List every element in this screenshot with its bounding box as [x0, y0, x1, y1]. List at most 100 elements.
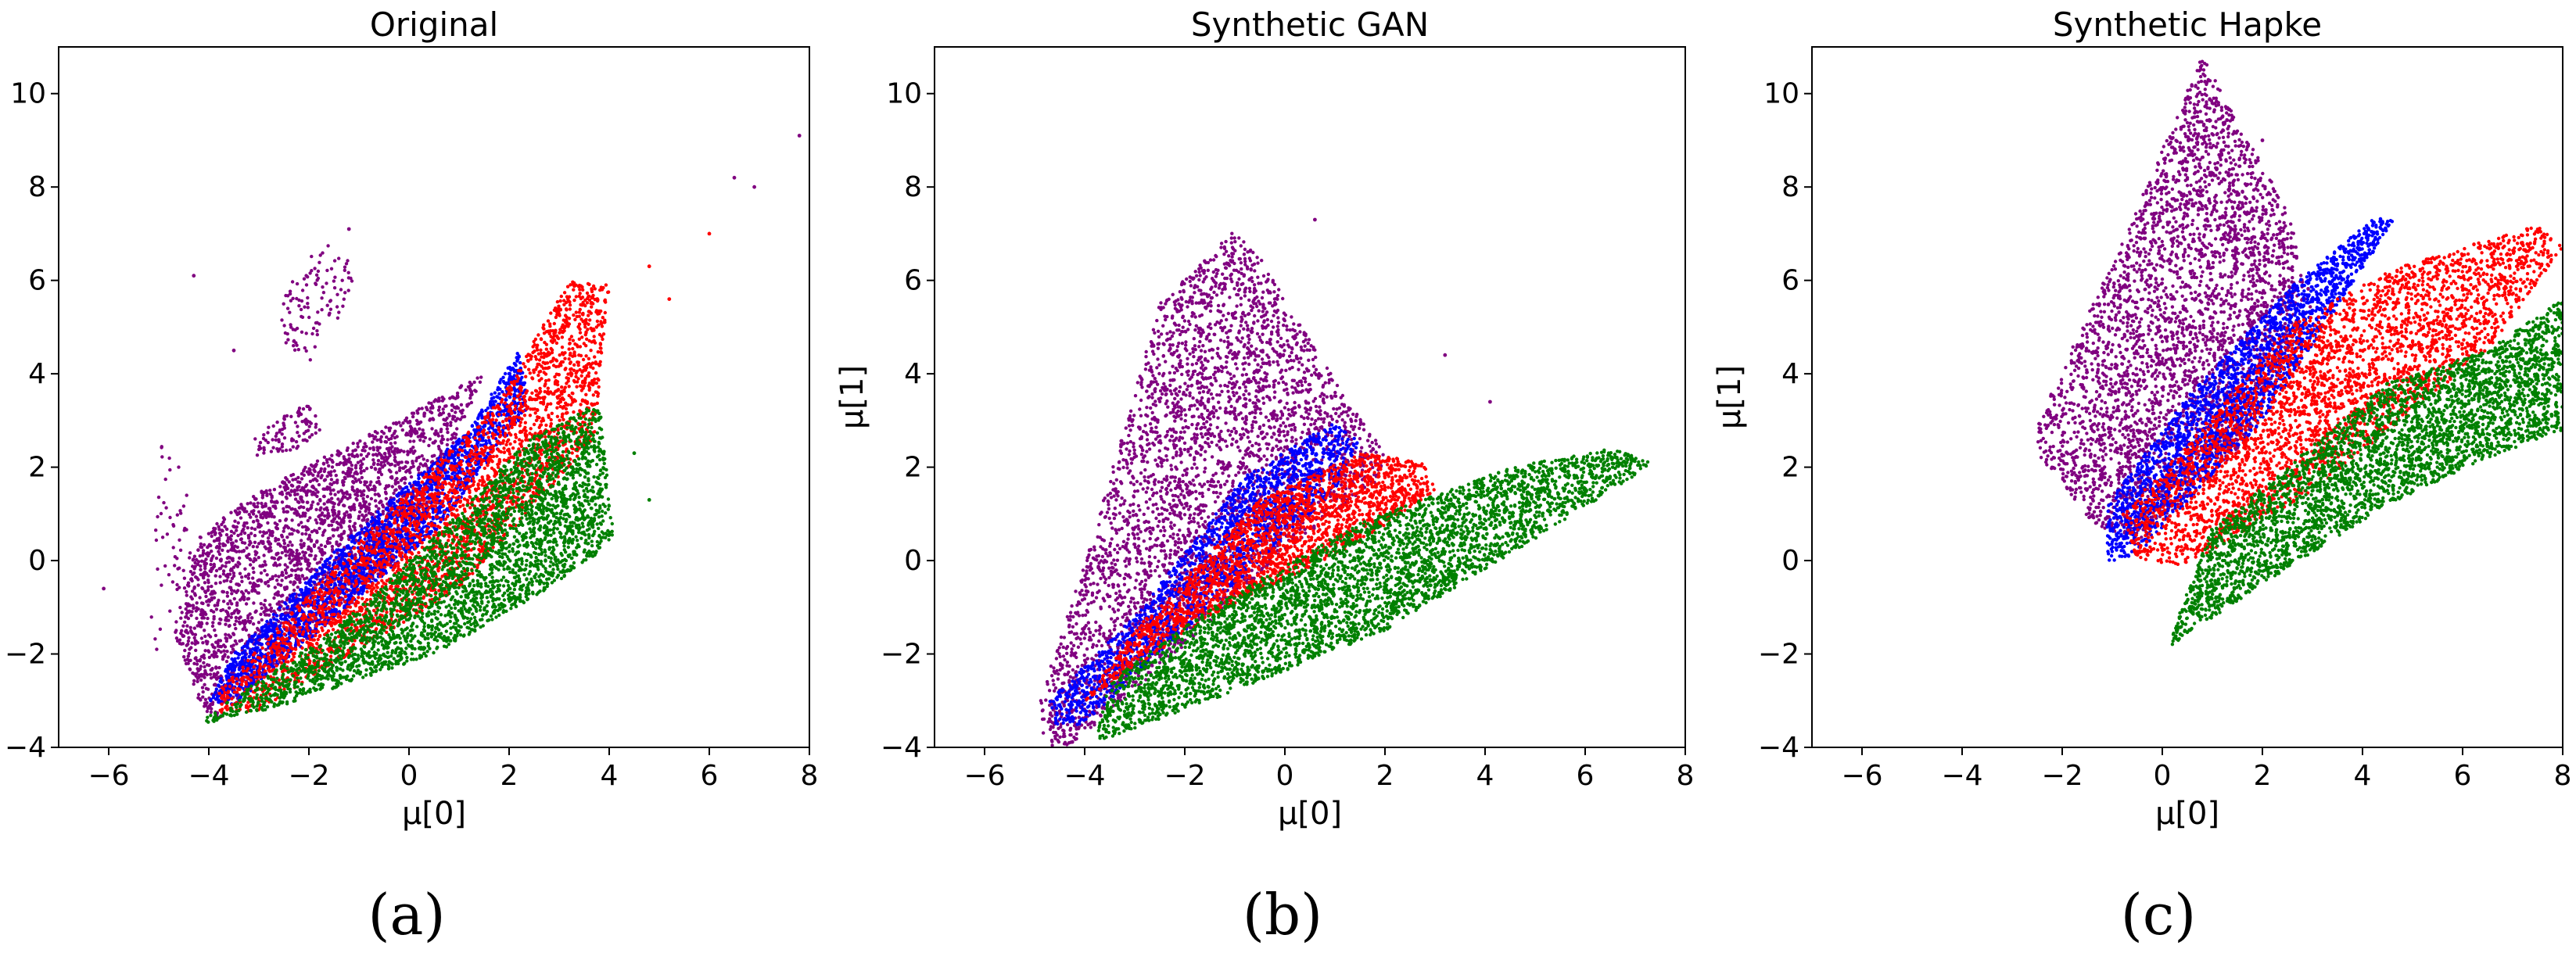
point-purple: [184, 661, 188, 666]
point-purple: [187, 609, 192, 613]
point-blue: [430, 488, 434, 492]
point-purple: [272, 488, 277, 492]
point-purple: [180, 611, 184, 614]
point-purple: [304, 349, 308, 353]
point-purple: [289, 550, 294, 554]
point-purple: [446, 438, 450, 442]
point-purple: [277, 600, 282, 604]
point-purple: [262, 433, 266, 437]
point-purple: [351, 475, 355, 478]
point-blue: [339, 552, 343, 556]
point-purple: [227, 560, 231, 564]
point-purple: [271, 575, 274, 579]
point-purple: [285, 306, 290, 310]
point-purple: [291, 328, 295, 331]
point-purple: [350, 485, 354, 489]
point-purple: [188, 570, 193, 574]
point-purple: [256, 579, 260, 583]
point-purple: [253, 497, 257, 501]
point-purple: [300, 477, 304, 481]
point-purple: [332, 488, 335, 492]
point-purple: [203, 664, 206, 669]
point-blue: [314, 572, 318, 577]
point-purple: [246, 597, 249, 601]
point-purple: [278, 563, 282, 567]
point-blue: [383, 519, 388, 523]
point-purple: [466, 385, 471, 389]
point-purple: [231, 632, 236, 636]
point-purple: [217, 525, 221, 528]
point-blue: [515, 359, 519, 363]
point-purple: [163, 564, 167, 568]
point-purple: [319, 467, 323, 471]
point-purple: [266, 536, 271, 540]
point-purple: [199, 542, 203, 546]
point-blue: [284, 617, 288, 621]
point-purple: [274, 552, 278, 556]
point-purple: [393, 435, 397, 440]
point-purple: [473, 389, 477, 392]
point-purple: [321, 530, 325, 535]
point-purple: [244, 575, 248, 579]
point-purple: [213, 633, 218, 638]
point-purple: [343, 265, 347, 269]
point-purple: [240, 579, 244, 583]
point-purple: [396, 461, 400, 465]
point-purple: [177, 465, 181, 469]
point-purple: [357, 516, 361, 521]
point-purple: [314, 414, 318, 418]
point-purple: [325, 460, 329, 464]
point-purple: [226, 572, 230, 577]
point-purple: [209, 562, 213, 567]
point-purple: [360, 490, 364, 494]
point-purple: [196, 560, 201, 564]
point-purple: [374, 504, 379, 508]
point-purple: [393, 464, 397, 467]
point-purple: [389, 475, 393, 479]
point-purple: [230, 546, 235, 550]
point-purple: [266, 539, 270, 544]
point-purple: [302, 553, 307, 557]
point-purple: [195, 616, 199, 621]
point-purple: [215, 603, 220, 607]
point-purple: [348, 519, 352, 523]
point-purple: [299, 495, 303, 499]
point-purple: [378, 482, 382, 486]
point-purple: [418, 427, 422, 431]
point-purple: [284, 518, 289, 521]
point-purple: [329, 523, 334, 527]
point-purple: [203, 682, 206, 686]
point-purple: [285, 550, 289, 553]
point-purple: [186, 642, 190, 647]
point-purple: [424, 464, 429, 467]
point-blue: [292, 603, 297, 607]
point-purple: [217, 532, 222, 536]
point-purple: [394, 421, 398, 425]
point-purple: [307, 424, 311, 428]
point-purple: [274, 591, 279, 595]
point-purple: [300, 500, 304, 503]
point-purple: [356, 445, 360, 449]
point-purple: [258, 530, 262, 534]
point-purple: [259, 612, 263, 616]
point-blue: [374, 520, 378, 525]
point-purple: [393, 482, 397, 486]
point-purple: [242, 531, 247, 536]
point-purple: [186, 639, 191, 643]
point-purple: [342, 491, 346, 496]
point-purple: [205, 709, 210, 714]
point-blue: [209, 697, 213, 701]
point-purple: [280, 573, 284, 577]
point-purple: [388, 453, 392, 457]
point-purple: [285, 510, 289, 514]
point-purple: [375, 453, 379, 457]
point-purple: [193, 564, 197, 568]
point-purple: [390, 485, 394, 489]
point-purple: [326, 244, 330, 248]
point-blue: [461, 492, 465, 496]
point-purple: [156, 495, 161, 500]
point-purple: [251, 576, 255, 580]
point-purple: [287, 505, 291, 509]
point-purple: [219, 566, 223, 571]
point-purple: [310, 331, 314, 336]
